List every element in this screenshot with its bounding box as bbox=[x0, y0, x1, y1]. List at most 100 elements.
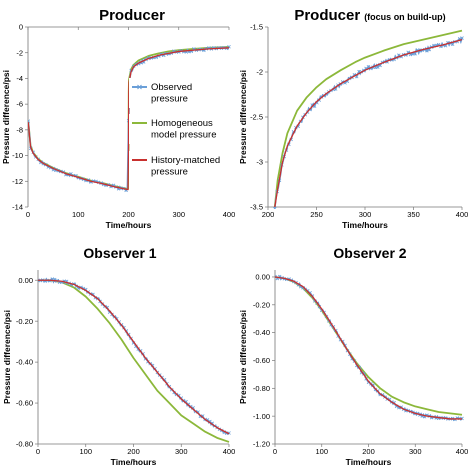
y-tick-label: -0.80 bbox=[16, 440, 33, 449]
observed-pressure-marker bbox=[273, 206, 277, 209]
chart-title: Observer 2 bbox=[333, 245, 406, 261]
chart-title: Producer bbox=[99, 7, 165, 24]
y-tick-label: -0.60 bbox=[253, 356, 270, 365]
legend-observed-label-line: Observed bbox=[151, 82, 192, 93]
y-tick-label: -1.00 bbox=[253, 412, 270, 421]
y-tick-label: 0 bbox=[19, 23, 23, 32]
legend-homogeneous-label-line: Homogeneous bbox=[151, 118, 213, 129]
observed-pressure-marker bbox=[227, 431, 231, 435]
legend-observed-label: Observed pressure bbox=[151, 82, 192, 105]
y-tick-label: -2.5 bbox=[250, 113, 263, 122]
y-tick-label: -0.60 bbox=[16, 399, 33, 408]
history-matched-line bbox=[38, 279, 230, 435]
x-tick-label: 350 bbox=[407, 210, 420, 219]
legend-history-matched-label-line: pressure bbox=[151, 167, 188, 178]
plot-area bbox=[38, 277, 231, 443]
chart-panel-1: Producer 0 100 200 300 400 0 -2 -4 -6 -8 -10 -12 -14 T… bbox=[1, 7, 235, 230]
chart-title-main: Observer 1 bbox=[83, 245, 156, 261]
plot-area bbox=[273, 29, 464, 209]
x-tick-label: 0 bbox=[273, 447, 277, 456]
y-tick-label: -0.20 bbox=[16, 317, 33, 326]
legend-history-matched-label: History-matched pressure bbox=[151, 155, 220, 178]
chart-panel-2: Producer (focus on build-up) 200 250 300 350 4… bbox=[238, 7, 468, 230]
y-tick-label: -14 bbox=[12, 203, 23, 212]
legend-entry-bg bbox=[129, 151, 227, 181]
x-axis-label: Time/hours bbox=[342, 220, 388, 230]
y-axis-label: Pressure difference/psi bbox=[238, 310, 248, 404]
y-tick-label: -8 bbox=[16, 125, 23, 134]
x-tick-label: 200 bbox=[127, 447, 140, 456]
observed-pressure-marker bbox=[28, 119, 31, 123]
observed-pressure-line bbox=[275, 275, 463, 422]
x-tick-label: 100 bbox=[79, 447, 92, 456]
x-tick-label: 100 bbox=[72, 210, 85, 219]
legend-homogeneous-label: Homogeneous model pressure bbox=[151, 118, 216, 141]
x-tick-label: 200 bbox=[262, 210, 275, 219]
legend-entry-bg bbox=[129, 78, 227, 108]
x-tick-label: 300 bbox=[175, 447, 188, 456]
x-tick-label: 100 bbox=[315, 447, 328, 456]
y-tick-label: -12 bbox=[12, 177, 23, 186]
observed-pressure-marker bbox=[460, 36, 464, 40]
observed-pressure-marker bbox=[413, 51, 417, 56]
x-tick-label: 400 bbox=[456, 210, 469, 219]
y-tick-label: -2 bbox=[256, 68, 263, 77]
x-tick-label: 0 bbox=[36, 447, 40, 456]
y-tick-label: -0.80 bbox=[253, 384, 270, 393]
legend-observed-marker bbox=[137, 84, 142, 90]
chart-title-main: Observer 2 bbox=[333, 245, 406, 261]
x-tick-label: 300 bbox=[359, 210, 372, 219]
y-tick-label: -3 bbox=[256, 158, 263, 167]
chart-title: Observer 1 bbox=[83, 245, 156, 261]
y-tick-label: -0.40 bbox=[253, 328, 270, 337]
y-tick-label: -4 bbox=[16, 74, 23, 83]
x-tick-label: 0 bbox=[26, 210, 30, 219]
x-tick-label: 400 bbox=[223, 210, 236, 219]
y-tick-label: -1.20 bbox=[253, 440, 270, 449]
homogeneous-model-line bbox=[275, 276, 463, 416]
history-matched-line bbox=[275, 276, 462, 420]
homogeneous-model-line bbox=[273, 29, 463, 208]
x-tick-label: 200 bbox=[122, 210, 135, 219]
y-axis-label: Pressure difference/psi bbox=[1, 70, 11, 164]
y-tick-label: -0.20 bbox=[253, 300, 270, 309]
history-matched-line bbox=[28, 47, 230, 191]
x-axis-label: Time/hours bbox=[346, 457, 392, 467]
legend-entry-bg bbox=[129, 114, 227, 144]
legend-history-matched-label-line: History-matched bbox=[151, 155, 220, 166]
x-tick-label: 300 bbox=[409, 447, 422, 456]
plot-area bbox=[275, 274, 464, 422]
y-tick-label: -3.5 bbox=[250, 203, 263, 212]
x-tick-label: 400 bbox=[456, 447, 469, 456]
x-axis-label: Time/hours bbox=[111, 457, 157, 467]
y-axis-label: Pressure difference/psi bbox=[238, 70, 248, 164]
y-tick-label: 0.00 bbox=[255, 273, 270, 282]
observed-pressure-marker bbox=[425, 48, 429, 53]
plot-area bbox=[28, 44, 231, 193]
legend-homogeneous-label-line: model pressure bbox=[151, 130, 216, 141]
x-tick-label: 300 bbox=[172, 210, 185, 219]
x-tick-label: 250 bbox=[310, 210, 323, 219]
y-tick-label: -6 bbox=[16, 100, 23, 109]
chart-panel-4: Observer 2 0 100 200 300 400 0.00 -0.20 -0.40 -0.… bbox=[238, 245, 468, 467]
chart-title-main: Producer bbox=[99, 7, 165, 24]
y-tick-label: 0.00 bbox=[18, 276, 33, 285]
observed-pressure-marker bbox=[375, 65, 380, 69]
chart-subtitle: (focus on build-up) bbox=[364, 12, 445, 22]
y-tick-label: -1.5 bbox=[250, 23, 263, 32]
homogeneous-model-line bbox=[38, 279, 230, 443]
observed-pressure-line bbox=[273, 37, 463, 209]
chart-title: Producer (focus on build-up) bbox=[294, 7, 445, 24]
y-axis-label: Pressure difference/psi bbox=[2, 310, 12, 404]
x-tick-label: 400 bbox=[223, 447, 236, 456]
y-tick-label: -0.40 bbox=[16, 358, 33, 367]
history-matched-line bbox=[274, 38, 463, 208]
y-tick-label: -10 bbox=[12, 151, 23, 160]
y-tick-label: -2 bbox=[16, 48, 23, 57]
legend-observed-label-line: pressure bbox=[151, 94, 188, 105]
chart-panel-3: Observer 1 0 100 200 300 400 0.00 -0.20 -0.40 -0.… bbox=[2, 245, 235, 467]
chart-title-main: Producer bbox=[294, 7, 360, 24]
x-axis-label: Time/hours bbox=[106, 220, 152, 230]
